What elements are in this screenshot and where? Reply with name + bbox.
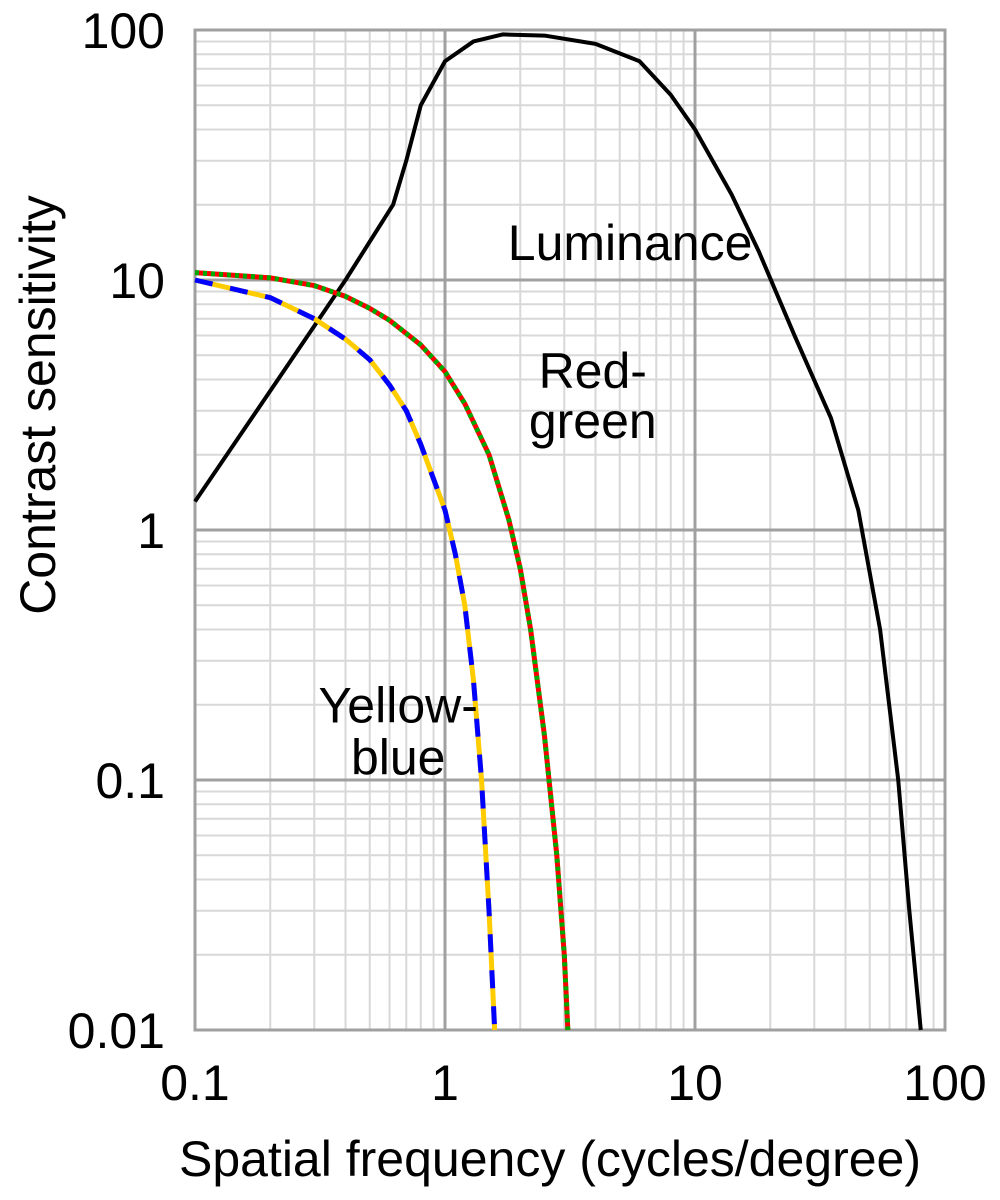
x-tick-labels: 0.1 1 10 100 (160, 1055, 986, 1111)
series-labels: Luminance Red-green Yellow-blue (319, 215, 753, 785)
grid (193, 28, 947, 1032)
x-tick-label: 10 (667, 1055, 723, 1111)
y-axis-label: Contrast sensitivity (10, 195, 66, 615)
series-red-green (194, 270, 571, 1031)
series-luminance (193, 32, 923, 1031)
y-tick-labels: 0.01 0.1 1 10 100 (68, 3, 165, 1059)
y-tick-label: 0.1 (95, 753, 165, 809)
y-tick-label: 0.01 (68, 1003, 165, 1059)
series-label-line: green (529, 393, 657, 449)
x-tick-label: 0.1 (160, 1055, 230, 1111)
series-red-green-line-dots (194, 270, 571, 1031)
series-label-line: blue (351, 729, 446, 785)
series-label-yellow-blue: Yellow-blue (319, 677, 478, 785)
series-red-green-line-base (194, 270, 571, 1031)
series-layer (193, 32, 923, 1031)
series-yellow-blue (194, 277, 498, 1031)
series-luminance-line (193, 32, 923, 1031)
series-label-line: Yellow- (319, 677, 478, 733)
x-tick-label: 1 (431, 1055, 459, 1111)
x-axis-label: Spatial frequency (cycles/degree) (179, 1131, 921, 1187)
y-tick-label: 100 (82, 3, 165, 59)
series-label-line: Red- (539, 343, 647, 399)
y-tick-label: 1 (137, 503, 165, 559)
series-label-luminance: Luminance (508, 215, 753, 271)
plot-frame (193, 28, 947, 1032)
y-tick-label: 10 (109, 253, 165, 309)
series-label-line: Luminance (508, 215, 753, 271)
series-label-red-green: Red-green (529, 343, 657, 449)
x-tick-label: 100 (903, 1055, 986, 1111)
series-yellow-blue-line-dashes (194, 277, 498, 1031)
